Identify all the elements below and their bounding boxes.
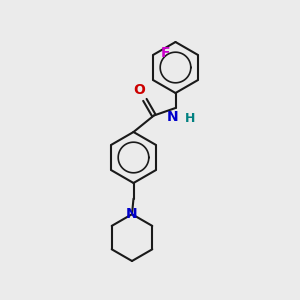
Text: N: N xyxy=(126,207,138,221)
Text: N: N xyxy=(167,110,178,124)
Text: H: H xyxy=(185,112,196,124)
Text: F: F xyxy=(161,46,170,60)
Text: O: O xyxy=(134,83,146,98)
